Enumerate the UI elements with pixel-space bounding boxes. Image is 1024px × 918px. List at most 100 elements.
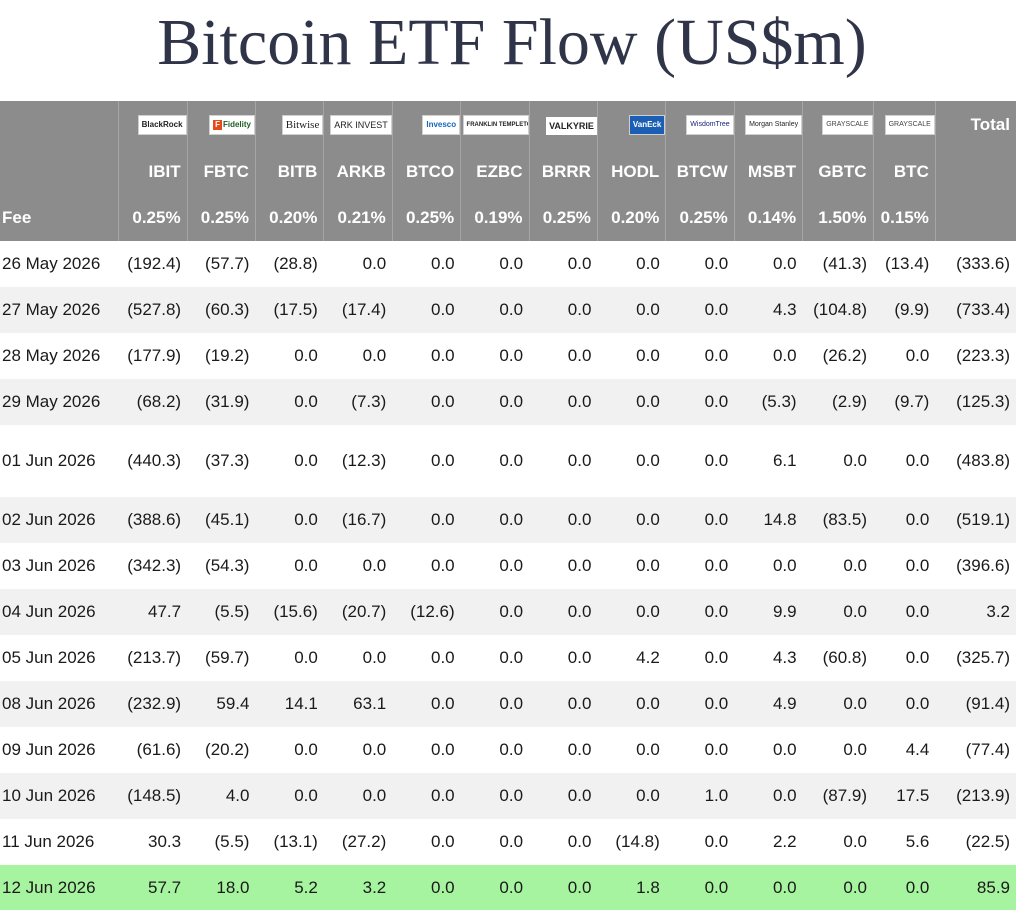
row-total: (77.4) [935, 727, 1016, 773]
ticker-msbt: MSBT [733, 149, 803, 195]
fee-row: Fee 0.25% 0.25% 0.20% 0.21% 0.25% 0.19% … [0, 195, 1016, 241]
flow-cell-hodl: 0.0 [597, 543, 666, 589]
flow-cell-btco: 0.0 [392, 681, 461, 727]
wisdomtree-logo: WisdomTree [686, 115, 734, 136]
flow-cell-gbtc: 0.0 [802, 819, 873, 865]
flow-cell-btc: 0.0 [873, 681, 936, 727]
flow-cell-brrr: 0.0 [529, 589, 598, 635]
flow-cell-hodl: 0.0 [597, 773, 666, 819]
flow-cell-arkb: 3.2 [323, 865, 393, 910]
flow-cell-fbtc: (31.9) [187, 379, 256, 425]
flow-cell-brrr: 0.0 [529, 241, 598, 287]
flow-cell-brrr: 0.0 [529, 287, 598, 333]
row-total: (483.8) [935, 425, 1016, 497]
flow-cell-btco: 0.0 [392, 543, 461, 589]
flow-cell-fbtc: 4.0 [187, 773, 256, 819]
row-date: 02 Jun 2026 [0, 497, 119, 543]
flow-cell-btc: 0.0 [873, 635, 936, 681]
row-date: 04 Jun 2026 [0, 589, 119, 635]
row-total: (519.1) [935, 497, 1016, 543]
flow-cell-hodl: 4.2 [597, 635, 666, 681]
flow-cell-ibit: (527.8) [118, 287, 188, 333]
fee-gbtc: 1.50% [802, 195, 873, 241]
table-row: 10 Jun 2026 (148.5) 4.0 0.0 0.0 0.0 0.0 0.0 0.0 1… [0, 773, 1016, 819]
flow-cell-gbtc: (26.2) [802, 333, 873, 379]
flow-cell-arkb: (7.3) [323, 379, 393, 425]
flow-cell-gbtc: 0.0 [802, 727, 873, 773]
row-total: (733.4) [935, 287, 1016, 333]
fee-brrr: 0.25% [528, 195, 598, 241]
flow-cell-fbtc: (59.7) [187, 635, 256, 681]
flow-cell-btc: 0.0 [873, 865, 936, 910]
flow-cell-hodl: 0.0 [597, 241, 666, 287]
flow-cell-brrr: 0.0 [529, 773, 598, 819]
flow-cell-msbt: 4.3 [734, 287, 803, 333]
row-date: 26 May 2026 [0, 241, 119, 287]
flow-cell-arkb: (12.3) [323, 425, 393, 497]
flow-cell-brrr: 0.0 [529, 819, 598, 865]
table-row: 05 Jun 2026 (213.7) (59.7) 0.0 0.0 0.0 0.0 0.0 4… [0, 635, 1016, 681]
fee-msbt: 0.14% [733, 195, 803, 241]
ticker-gbtc: GBTC [802, 149, 873, 195]
page-title: Bitcoin ETF Flow (US$m) [157, 6, 867, 79]
row-date: 27 May 2026 [0, 287, 119, 333]
flow-cell-btco: 0.0 [392, 333, 461, 379]
flow-cell-msbt: 0.0 [734, 865, 803, 910]
flow-cell-gbtc: 0.0 [802, 681, 873, 727]
valkyrie-logo: VALKYRIE [546, 116, 597, 135]
logo-cell-vaneck: VanEck [596, 101, 666, 149]
flow-cell-brrr: 0.0 [529, 635, 598, 681]
flow-cell-btcw: 0.0 [665, 635, 735, 681]
row-date: 03 Jun 2026 [0, 543, 119, 589]
flow-cell-btco: 0.0 [392, 865, 461, 910]
row-date: 28 May 2026 [0, 333, 119, 379]
flow-cell-msbt: 0.0 [734, 727, 803, 773]
flow-cell-ezbc: 0.0 [460, 287, 530, 333]
flow-cell-brrr: 0.0 [529, 497, 598, 543]
flow-cell-ibit: (213.7) [118, 635, 188, 681]
flow-cell-arkb: (16.7) [323, 497, 393, 543]
ticker-btc: BTC [872, 149, 936, 195]
blackrock-logo: BlackRock [137, 115, 187, 136]
flow-cell-btcw: 0.0 [665, 865, 735, 910]
flow-cell-btco: 0.0 [392, 773, 461, 819]
logo-cell-blackrock: BlackRock [118, 101, 188, 149]
flow-cell-arkb: (20.7) [323, 589, 393, 635]
fee-hodl: 0.20% [596, 195, 666, 241]
flow-cell-gbtc: (60.8) [802, 635, 873, 681]
flow-cell-bitb: 0.0 [255, 635, 324, 681]
flow-cell-bitb: 0.0 [255, 425, 324, 497]
table-row: 03 Jun 2026 (342.3) (54.3) 0.0 0.0 0.0 0.0 0.0 0… [0, 543, 1016, 589]
row-total: 3.2 [935, 589, 1016, 635]
flow-cell-msbt: 2.2 [734, 819, 803, 865]
flow-cell-arkb: 0.0 [323, 727, 393, 773]
flow-cell-btcw: 0.0 [665, 819, 735, 865]
issuer-logo-row: BlackRock F Fidelity Bitwise ARK INVEST I… [0, 101, 1016, 149]
flow-cell-btco: 0.0 [392, 287, 461, 333]
total-header: Total [934, 101, 1016, 149]
ticker-ezbc: EZBC [460, 149, 530, 195]
etf-flow-table: BlackRock F Fidelity Bitwise ARK INVEST I… [0, 101, 1016, 910]
flow-cell-ezbc: 0.0 [460, 819, 530, 865]
flow-cell-hodl: 0.0 [597, 287, 666, 333]
flow-cell-bitb: 14.1 [255, 681, 324, 727]
fee-total-spacer [934, 195, 1016, 241]
flow-cell-hodl: (14.8) [597, 819, 666, 865]
flow-cell-ezbc: 0.0 [460, 425, 530, 497]
flow-cell-bitb: 0.0 [255, 333, 324, 379]
flow-cell-hodl: 1.8 [597, 865, 666, 910]
flow-cell-brrr: 0.0 [529, 865, 598, 910]
flow-cell-btc: 17.5 [873, 773, 936, 819]
flow-cell-btco: 0.0 [392, 497, 461, 543]
row-total: (213.9) [935, 773, 1016, 819]
flow-cell-gbtc: (2.9) [802, 379, 873, 425]
flow-cell-ibit: 30.3 [118, 819, 188, 865]
ticker-brrr: BRRR [528, 149, 598, 195]
row-date: 05 Jun 2026 [0, 635, 119, 681]
flow-cell-btc: (9.9) [873, 287, 936, 333]
flow-cell-hodl: 0.0 [597, 589, 666, 635]
flow-cell-fbtc: (37.3) [187, 425, 256, 497]
flow-cell-fbtc: (19.2) [187, 333, 256, 379]
row-total: (333.6) [935, 241, 1016, 287]
logo-cell-bitwise: Bitwise [254, 101, 324, 149]
